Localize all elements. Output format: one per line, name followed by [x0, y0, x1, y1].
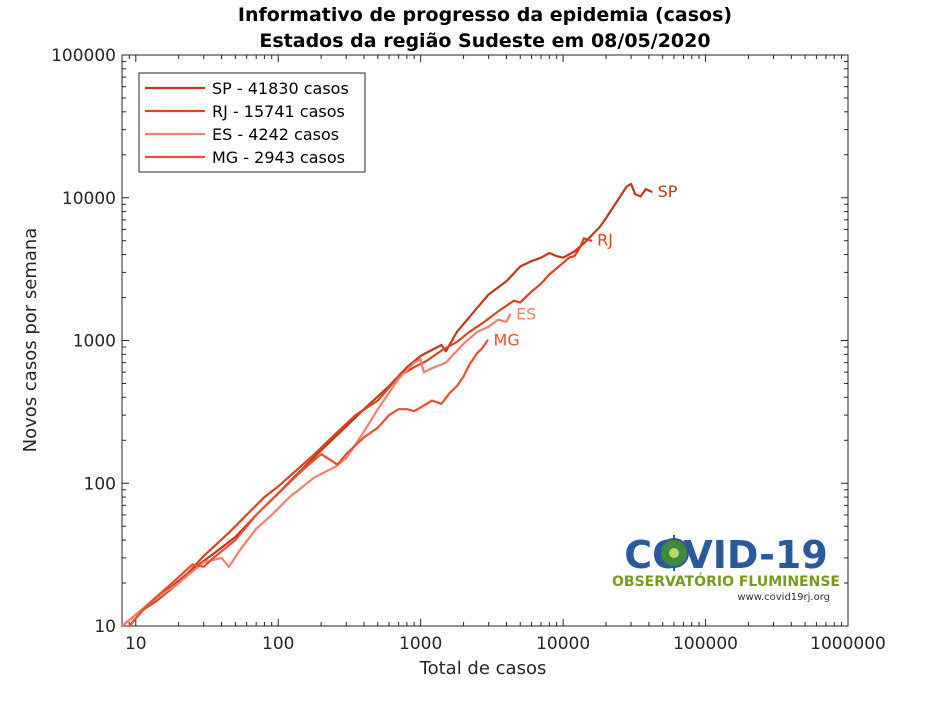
end-label-es: ES	[516, 305, 536, 324]
covid19-logo: COVID-19 OBSERVATÓRIO FLUMINENSE www.cov…	[612, 533, 840, 603]
axis-ticks	[121, 54, 849, 627]
legend-box	[138, 72, 366, 173]
y-tick-label: 10000	[62, 189, 116, 209]
end-label-sp: SP	[658, 182, 678, 201]
virus-icon	[656, 535, 692, 571]
x-tick-label: 100000	[673, 634, 738, 654]
x-tick-label: 100	[262, 634, 294, 654]
legend-label-rj: RJ - 15741 casos	[212, 102, 345, 121]
series-line-es	[120, 313, 512, 628]
legend-label-es: ES - 4242 casos	[212, 125, 339, 144]
chart-title: Informativo de progresso da epidemia (ca…	[238, 4, 732, 26]
y-axis-label: Novos casos por semana	[20, 228, 41, 453]
y-tick-label: 100	[84, 474, 116, 494]
series-end-labels: SP RJ ES MG	[493, 182, 677, 350]
x-tick-labels: 10 100 1000 10000 100000 1000000	[125, 634, 886, 654]
logo-title: COVID-19	[624, 533, 828, 577]
chart-subtitle: Estados da região Sudeste em 08/05/2020	[259, 30, 710, 52]
y-tick-label: 10	[94, 617, 116, 637]
x-tick-label: 1000000	[810, 634, 886, 654]
x-axis-label: Total de casos	[419, 658, 547, 679]
legend-label-mg: MG - 2943 casos	[212, 148, 345, 167]
series-line-mg	[128, 339, 489, 628]
y-tick-label: 1000	[73, 332, 116, 352]
series-line-rj	[120, 237, 593, 628]
x-tick-label: 1000	[399, 634, 442, 654]
logo-url: www.covid19rj.org	[737, 592, 830, 603]
logo-subtitle: OBSERVATÓRIO FLUMINENSE	[612, 572, 840, 590]
legend: SP - 41830 casos RJ - 15741 casos ES - 424…	[138, 72, 366, 173]
x-tick-label: 10000	[536, 634, 590, 654]
legend-label-sp: SP - 41830 casos	[212, 79, 349, 98]
y-tick-label: 100000	[51, 46, 116, 66]
x-tick-label: 10	[125, 634, 147, 654]
series-lines	[120, 182, 653, 628]
end-label-mg: MG	[493, 331, 519, 350]
end-label-rj: RJ	[597, 231, 613, 250]
y-tick-labels: 10 100 1000 10000 100000	[51, 46, 116, 637]
